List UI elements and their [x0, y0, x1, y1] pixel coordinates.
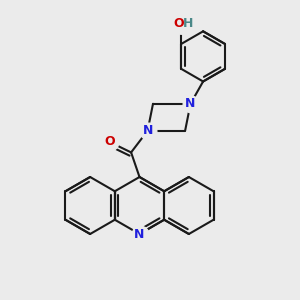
Text: H: H: [183, 17, 193, 30]
Text: O: O: [174, 17, 184, 30]
Text: O: O: [104, 135, 115, 148]
Text: N: N: [134, 227, 145, 241]
Text: N: N: [142, 124, 153, 137]
Text: N: N: [185, 97, 196, 110]
